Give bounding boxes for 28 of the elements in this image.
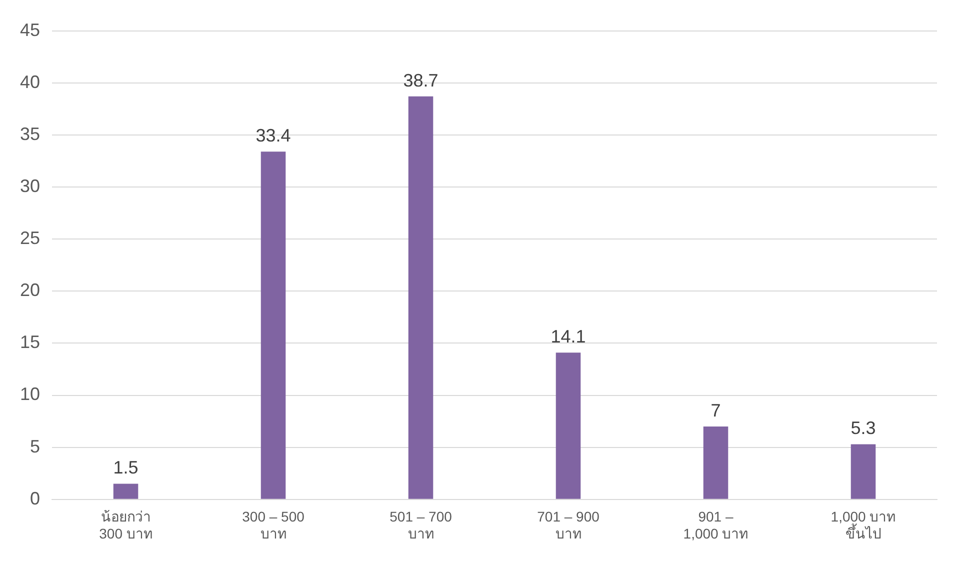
- bar: [703, 426, 728, 499]
- data-label: 38.7: [403, 70, 438, 90]
- x-tick-label: 901 – 1,000 บาท: [683, 508, 748, 542]
- x-tick-label: 300 – 500 บาท: [242, 508, 305, 542]
- bar: [850, 444, 876, 499]
- bar: [260, 152, 286, 499]
- data-label: 5.3: [850, 418, 876, 438]
- x-tick-label: 1,000 บาท ขึ้นไป: [830, 508, 896, 542]
- bar: [113, 484, 138, 499]
- y-tick-label: 5: [30, 436, 40, 456]
- data-label: 1.5: [113, 458, 138, 478]
- data-label: 14.1: [550, 326, 586, 347]
- data-label: 33.4: [256, 126, 291, 146]
- x-tick-label: 501 – 700 บาท: [390, 508, 452, 542]
- y-tick-label: 35: [20, 124, 40, 144]
- y-tick-label: 15: [20, 332, 40, 352]
- x-tick-label: น้อยกว่า 300 บาท: [99, 508, 152, 542]
- y-tick-label: 25: [20, 228, 40, 248]
- y-tick-label: 20: [20, 280, 40, 300]
- bar: [408, 96, 434, 499]
- bar: [556, 352, 581, 499]
- y-tick-label: 0: [30, 488, 40, 508]
- data-label: 7: [710, 400, 721, 420]
- y-tick-label: 30: [20, 176, 40, 196]
- x-tick-label: 701 – 900 บาท: [537, 508, 600, 542]
- y-tick-label: 45: [20, 20, 40, 40]
- y-tick-label: 10: [20, 384, 40, 404]
- y-tick-label: 40: [20, 72, 40, 92]
